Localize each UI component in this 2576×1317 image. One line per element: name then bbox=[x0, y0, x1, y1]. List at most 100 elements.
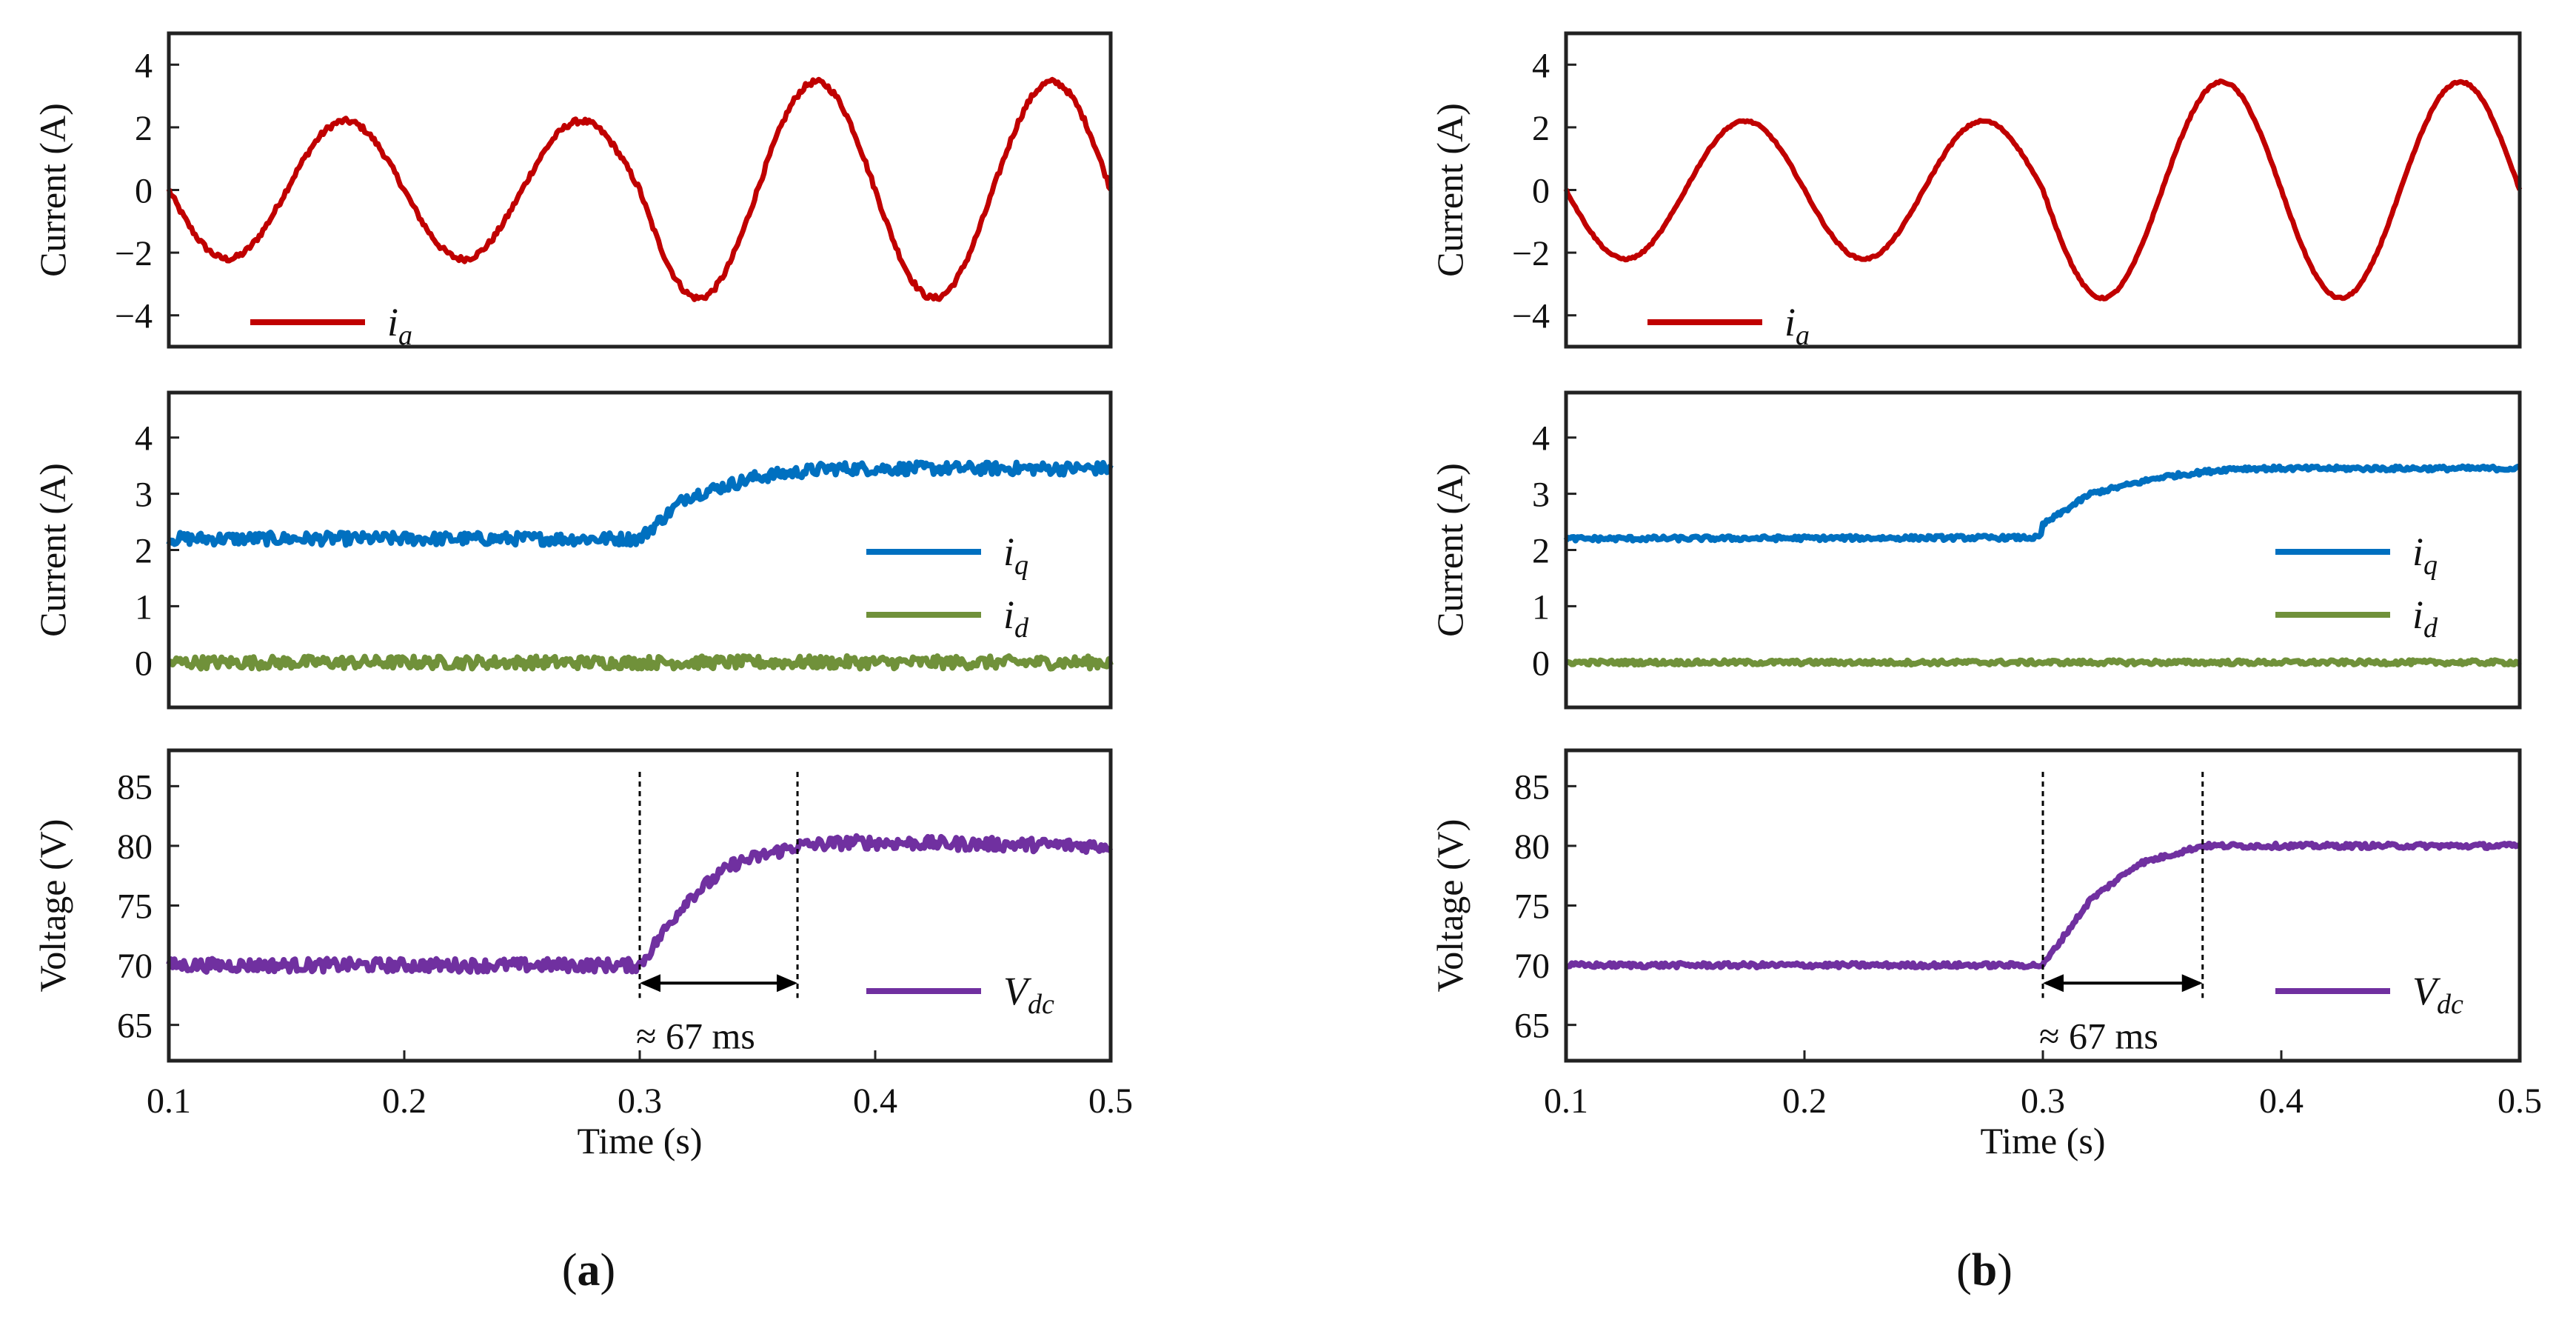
y-tick-label: 4 bbox=[135, 419, 153, 459]
y-tick-label: 4 bbox=[135, 46, 153, 85]
y-tick-label: 0 bbox=[135, 172, 153, 211]
y-axis-label: Current (A) bbox=[1429, 463, 1471, 637]
caption-letter: b bbox=[1972, 1245, 1997, 1296]
y-tick-label: −4 bbox=[115, 297, 153, 336]
y-tick-label: 75 bbox=[1514, 887, 1550, 927]
subplot-a-top: 4 2 0 −2 −4 Current (A) ia bbox=[32, 31, 1113, 351]
y-tick-label: −4 bbox=[1512, 297, 1550, 336]
legend-label: Vdc bbox=[1003, 969, 1054, 1020]
legend-label: Vdc bbox=[2412, 969, 2463, 1020]
legend-label-main: i bbox=[1003, 593, 1014, 637]
y-tick-label: 0 bbox=[1532, 644, 1550, 683]
legend-label-main: i bbox=[1784, 300, 1796, 344]
legend-label: id bbox=[1003, 593, 1029, 644]
duration-arrow-head-right bbox=[2181, 974, 2203, 993]
plot-frame bbox=[167, 31, 1113, 349]
plot-frame bbox=[1564, 390, 2522, 710]
legend-label: iq bbox=[1003, 530, 1028, 581]
y-tick-label: 85 bbox=[1514, 767, 1550, 807]
y-tick-label: 70 bbox=[117, 947, 153, 986]
y-tick-label: 0 bbox=[135, 644, 153, 683]
y-axis-label: Current (A) bbox=[32, 103, 73, 277]
subplot-a-bottom: 85 80 75 70 65 Voltage (V) Vdc 0.1 0.2 0.3 0.4 0.5 T… bbox=[32, 748, 1133, 1161]
duration-arrow-head-left bbox=[640, 974, 660, 993]
legend-label-subscript: d bbox=[1014, 613, 1029, 644]
y-axis-label: Voltage (V) bbox=[1429, 819, 1471, 993]
x-tick-label: 0.5 bbox=[1088, 1081, 1133, 1121]
x-tick-label: 0.4 bbox=[853, 1081, 897, 1121]
y-tick-label: 70 bbox=[1514, 947, 1550, 986]
x-tick-label: 0.2 bbox=[382, 1081, 426, 1121]
y-tick-label: 2 bbox=[135, 109, 153, 148]
duration-annotation: ≈ 67 ms bbox=[2039, 1015, 2158, 1056]
y-tick-label: 65 bbox=[1514, 1007, 1550, 1046]
plot-frame bbox=[1564, 31, 2522, 349]
legend-label-main: i bbox=[387, 300, 398, 344]
y-tick-label: 4 bbox=[1532, 419, 1550, 459]
duration-arrow-head-right bbox=[777, 974, 798, 993]
legend-label-main: i bbox=[2412, 530, 2423, 574]
legend-label-subscript: dc bbox=[1028, 989, 1054, 1020]
x-tick-label: 0.1 bbox=[147, 1081, 191, 1121]
legend-label: ia bbox=[387, 300, 412, 351]
legend-label: ia bbox=[1784, 300, 1810, 351]
y-tick-label: −2 bbox=[1512, 234, 1550, 273]
plot-frame bbox=[1564, 748, 2522, 1063]
x-tick-label: 0.3 bbox=[618, 1081, 662, 1121]
panel-caption: (a) bbox=[562, 1245, 615, 1296]
y-tick-label: 2 bbox=[1532, 532, 1550, 571]
y-tick-label: 1 bbox=[135, 587, 153, 627]
series-line-iq bbox=[1563, 463, 2521, 544]
legend-label-subscript: a bbox=[398, 320, 412, 351]
legend-label-main: V bbox=[2412, 969, 2441, 1013]
panel-caption: (b) bbox=[1956, 1245, 2013, 1296]
legend-label-subscript: a bbox=[1796, 320, 1810, 351]
y-tick-label: 80 bbox=[1514, 827, 1550, 867]
y-tick-label: 3 bbox=[135, 476, 153, 515]
caption-letter: a bbox=[578, 1245, 600, 1296]
series-line-id bbox=[1565, 657, 2522, 668]
caption-close-paren: ) bbox=[1997, 1245, 2013, 1296]
legend-label-subscript: dc bbox=[2437, 989, 2463, 1020]
duration-arrow-head-left bbox=[2043, 974, 2064, 993]
y-tick-label: 1 bbox=[1532, 587, 1550, 627]
y-axis-label: Voltage (V) bbox=[32, 819, 73, 993]
series-line-id bbox=[167, 653, 1114, 672]
subplot-b-bottom: 85 80 75 70 65 Voltage (V) Vdc 0.1 0.2 0.3 0.4 0.5 T… bbox=[1429, 748, 2542, 1161]
x-axis-label: Time (s) bbox=[577, 1120, 702, 1161]
x-tick-label: 0.4 bbox=[2259, 1081, 2304, 1121]
series-line-Vdc bbox=[166, 833, 1114, 975]
y-tick-label: 80 bbox=[117, 827, 153, 867]
y-tick-label: 75 bbox=[117, 887, 153, 927]
legend-label-main: i bbox=[1003, 530, 1014, 574]
series-line-ia bbox=[1563, 78, 2523, 301]
y-tick-label: 2 bbox=[135, 532, 153, 571]
caption-open-paren: ( bbox=[562, 1245, 578, 1296]
caption-close-paren: ) bbox=[600, 1245, 616, 1296]
series-line-iq bbox=[166, 459, 1114, 548]
caption-open-paren: ( bbox=[1956, 1245, 1972, 1296]
y-tick-label: 65 bbox=[117, 1007, 153, 1046]
x-tick-label: 0.5 bbox=[2498, 1081, 2542, 1121]
x-axis-label: Time (s) bbox=[1980, 1120, 2105, 1161]
legend-label: iq bbox=[2412, 530, 2438, 581]
legend-label-main: V bbox=[1003, 969, 1032, 1013]
legend-label-subscript: d bbox=[2423, 613, 2438, 644]
x-tick-label: 0.2 bbox=[1782, 1081, 1827, 1121]
y-tick-label: 3 bbox=[1532, 476, 1550, 515]
series-line-ia bbox=[166, 76, 1113, 302]
y-axis-label: Current (A) bbox=[1429, 103, 1471, 277]
y-tick-label: 4 bbox=[1532, 46, 1550, 85]
y-axis-label: Current (A) bbox=[32, 463, 73, 637]
x-tick-label: 0.3 bbox=[2021, 1081, 2065, 1121]
legend-label-subscript: q bbox=[1014, 550, 1028, 581]
x-tick-label: 0.1 bbox=[1544, 1081, 1588, 1121]
legend-label-subscript: q bbox=[2423, 550, 2438, 581]
legend-label: id bbox=[2412, 593, 2438, 644]
y-tick-label: 85 bbox=[117, 767, 153, 807]
